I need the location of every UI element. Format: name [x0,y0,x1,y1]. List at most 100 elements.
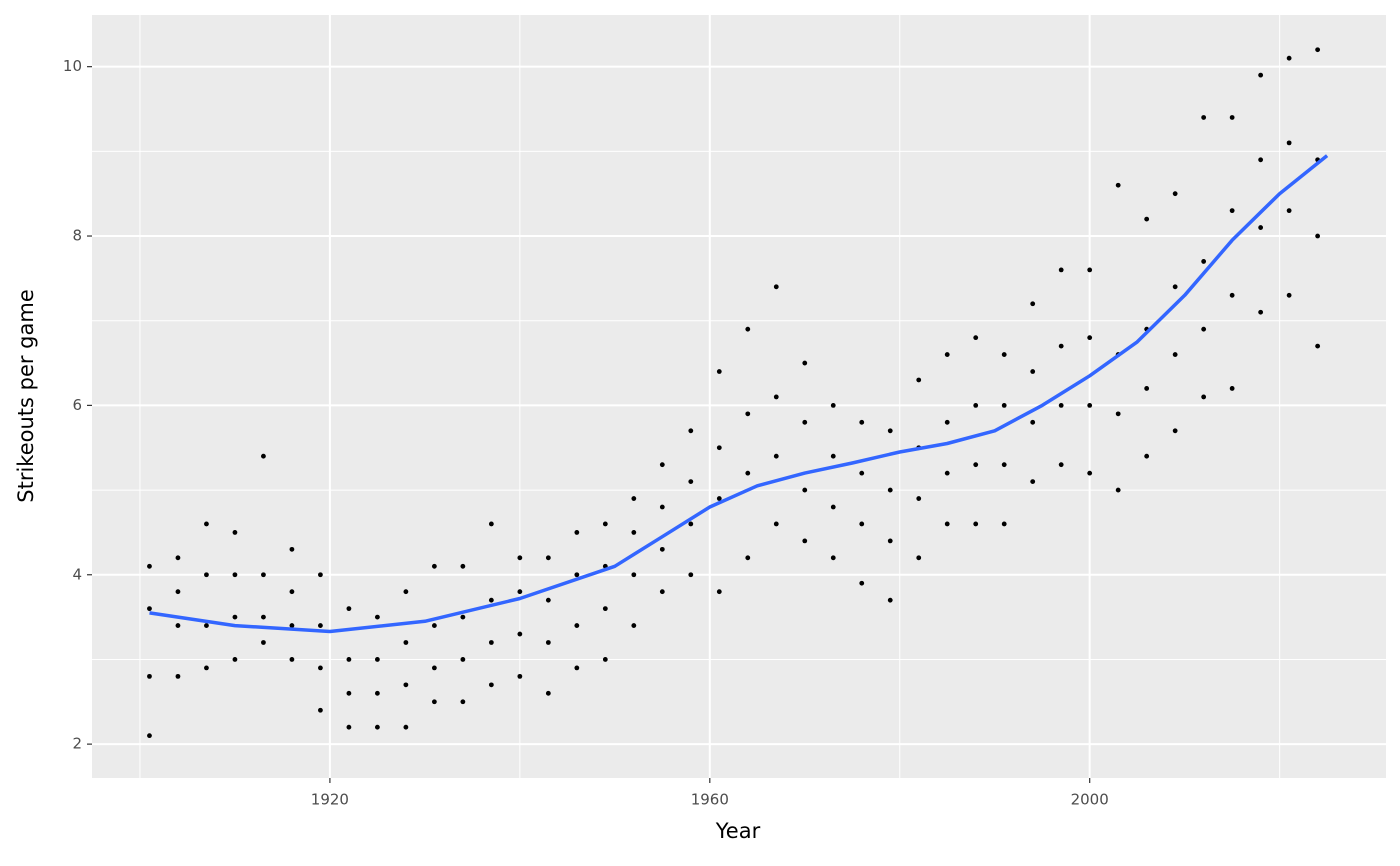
point [916,377,922,383]
point [1115,411,1121,417]
point [688,479,694,485]
point [859,470,865,476]
point [602,606,608,612]
point [830,453,836,459]
point [688,428,694,434]
point [1058,462,1064,468]
point [403,724,409,730]
point [1229,386,1235,391]
point [745,470,751,476]
point [716,589,722,595]
point [773,284,779,290]
point [318,623,323,628]
y-axis-title: Strikeouts per game [14,289,38,503]
point [773,394,779,400]
point [318,665,323,671]
point [944,521,950,527]
point [1229,115,1235,120]
point [1058,343,1064,349]
point [488,640,494,645]
point [802,487,808,493]
point [973,462,979,468]
point [545,640,551,645]
point [773,453,779,459]
point [318,707,323,713]
point [916,555,922,561]
point [973,335,979,341]
point [1144,453,1150,459]
point [517,673,523,679]
point [602,657,608,662]
point [802,538,808,544]
y-tick-label: 10 [63,57,82,75]
point [574,665,580,671]
point [1030,301,1036,307]
point [1229,292,1235,298]
point [1172,191,1178,197]
point [1258,72,1264,78]
x-tick-label: 1920 [311,791,349,809]
point [460,563,466,569]
point [431,563,437,569]
point [1172,284,1178,290]
point [204,572,209,578]
point [574,623,580,628]
point [147,606,152,612]
x-axis-title: Year [715,819,761,843]
point [716,445,722,451]
point [346,690,352,696]
point [1144,386,1150,391]
point [859,580,865,586]
point [1258,309,1264,315]
point [887,597,893,603]
point [175,623,181,628]
point [232,572,238,578]
point [261,614,266,620]
point [944,470,950,476]
point [175,673,181,679]
point [802,360,808,366]
point [1201,115,1207,120]
point [716,369,722,374]
x-tick-label: 1960 [691,791,729,809]
point [545,555,551,561]
point [374,614,380,620]
point [887,428,893,434]
point [1030,419,1036,425]
point [830,504,836,510]
point [431,699,437,705]
point [204,521,209,527]
point [745,326,751,332]
point [460,699,466,705]
point [403,589,409,595]
point [631,623,637,628]
point [574,530,580,535]
point [1087,267,1093,273]
point [261,453,266,459]
point [688,521,694,527]
panel [92,15,1386,778]
point [232,530,238,535]
point [1115,182,1121,188]
y-tick-label: 8 [72,227,82,245]
point [1286,292,1292,298]
point [1172,352,1178,357]
point [1001,352,1007,357]
point [431,665,437,671]
point [488,682,494,688]
point [1258,225,1264,230]
point [1144,216,1150,222]
point [1201,326,1207,332]
point [802,419,808,425]
point [403,682,409,688]
point [147,733,152,739]
point [1001,462,1007,468]
point [1201,394,1207,400]
point [745,411,751,417]
point [745,555,751,561]
point [1058,267,1064,273]
y-tick-label: 2 [72,735,82,753]
point [289,546,295,552]
point [659,462,665,468]
